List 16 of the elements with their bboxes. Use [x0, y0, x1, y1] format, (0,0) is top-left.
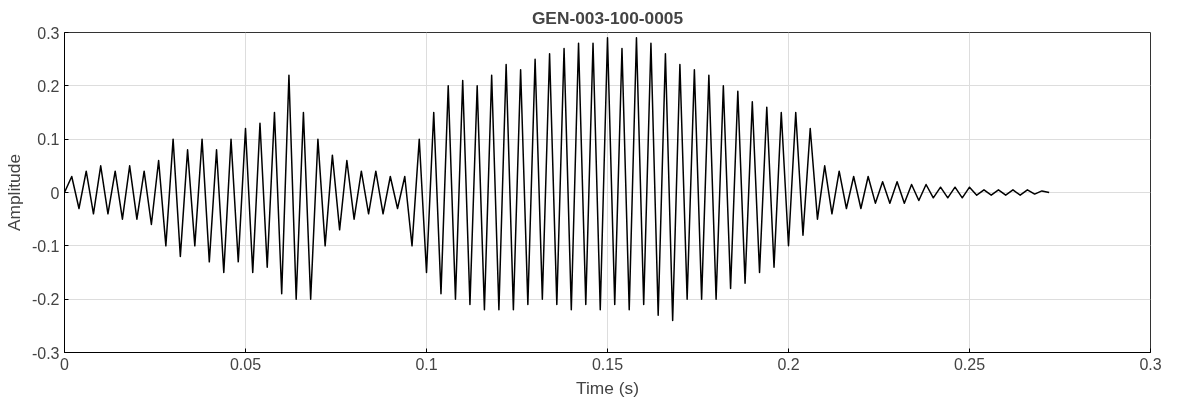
y-axis-title: Amplitude [3, 153, 24, 232]
x-tick-label: 0.1 [415, 355, 438, 373]
x-tick-label: 0.2 [777, 355, 800, 373]
y-tick-label: 0.3 [37, 24, 60, 42]
y-tick-label: 0 [50, 184, 60, 202]
y-tick-label: -0.3 [31, 344, 60, 362]
x-axis-title: Time (s) [576, 377, 639, 398]
y-tick-label: -0.2 [31, 291, 60, 309]
y-tick-label: 0.2 [37, 77, 60, 95]
x-tick-label: 0.05 [229, 355, 262, 373]
y-tick-label: 0.1 [37, 131, 60, 149]
chart-title: GEN-003-100-0005 [531, 7, 684, 28]
x-tick-label: 0.15 [591, 355, 624, 373]
y-tick-label: -0.1 [31, 237, 60, 255]
x-tick-label: 0.25 [953, 355, 986, 373]
x-tick-label: 0.3 [1139, 355, 1162, 373]
